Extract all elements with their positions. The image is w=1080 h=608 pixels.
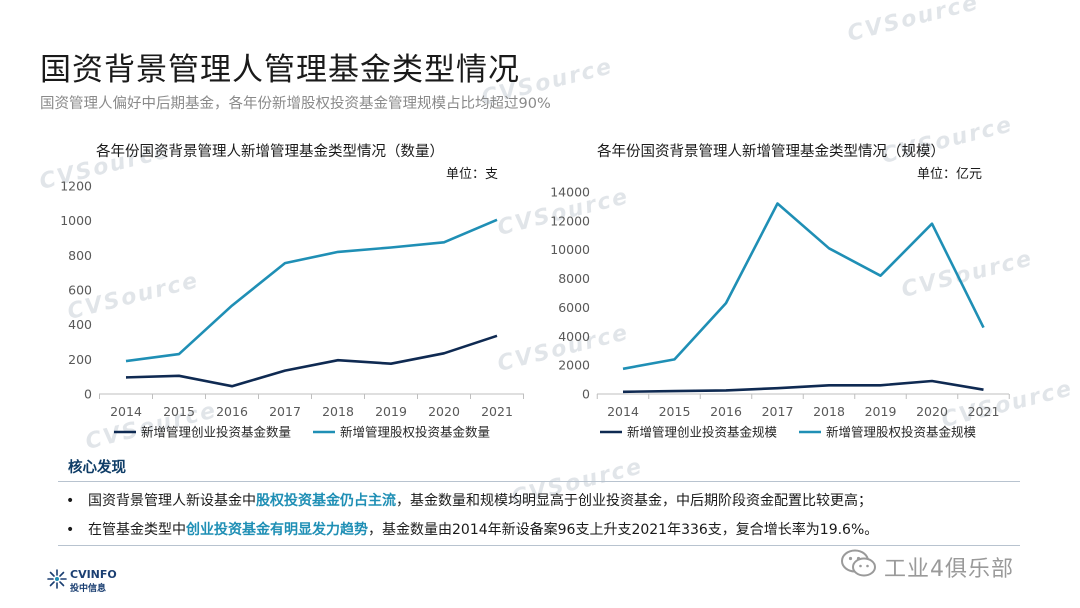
- y-tick-label: 200: [68, 352, 92, 367]
- brand-name: CVINFO: [70, 568, 117, 581]
- bullet: •: [66, 522, 75, 538]
- chart-title-count: 各年份国资背景管理人新增管理基金类型情况（数量）: [96, 144, 444, 160]
- wechat-account-name: 工业4俱乐部: [884, 557, 1014, 582]
- legend-label: 新增管理股权投资基金数量: [340, 425, 490, 440]
- x-tick-label: 2019: [375, 404, 407, 419]
- x-tick-label: 2016: [710, 404, 742, 419]
- y-tick-label: 600: [68, 283, 92, 298]
- finding-highlight: 股权投资基金仍占主流: [256, 493, 396, 509]
- series-line-vc: [125, 334, 498, 388]
- finding-text: ，基金数量由2014年新设备案96支上升支2021年336支，复合增长率为19.…: [368, 522, 879, 538]
- findings-title: 核心发现: [68, 460, 126, 476]
- y-tick-label: 6000: [558, 300, 590, 315]
- line-chart-scale: 0 2000 4000 6000 8000 10000 12000 14000 2014 2015…: [550, 185, 1010, 440]
- chart-title-scale: 各年份国资背景管理人新增管理基金类型情况（规模）: [597, 144, 945, 160]
- series-line-pe: [125, 218, 498, 363]
- cvinfo-logo-icon: [47, 569, 67, 589]
- x-tick-label: 2015: [659, 404, 691, 419]
- x-tick-label: 2014: [607, 404, 639, 419]
- finding-item: • 在管基金类型中创业投资基金有明显发力趋势，基金数量由2014年新设备案96支上…: [66, 519, 878, 539]
- y-tick-label: 1200: [60, 179, 92, 194]
- y-tick-label: 400: [68, 317, 92, 332]
- y-tick-label: 4000: [558, 329, 590, 344]
- y-tick-label: 12000: [550, 213, 590, 228]
- divider: [58, 481, 1020, 482]
- series-line-pe: [622, 202, 985, 371]
- y-tick-label: 1000: [60, 213, 92, 228]
- finding-text: ，基金数量和规模均明显高于创业投资基金，中后期阶段资金配置比较更高；: [396, 493, 872, 509]
- x-tick-label: 2015: [163, 404, 195, 419]
- x-tick-label: 2020: [428, 404, 460, 419]
- wechat-icon: [841, 549, 876, 577]
- legend-label: 新增管理创业投资基金数量: [141, 425, 291, 440]
- watermark: CVSource: [844, 0, 982, 47]
- series-line-vc: [622, 379, 984, 394]
- legend-label: 新增管理股权投资基金规模: [826, 425, 977, 440]
- brand-name-cn: 投中信息: [70, 584, 107, 594]
- finding-item: • 国资背景管理人新设基金中股权投资基金仍占主流，基金数量和规模均明显高于创业投资…: [66, 490, 872, 510]
- y-tick-label: 0: [84, 387, 92, 402]
- y-tick-label: 8000: [558, 271, 590, 286]
- finding-text: 国资背景管理人新设基金中: [88, 493, 256, 509]
- y-tick-label: 800: [68, 248, 92, 263]
- x-tick-label: 2018: [322, 404, 354, 419]
- x-tick-label: 2020: [916, 404, 948, 419]
- page-title: 国资背景管理人管理基金类型情况: [40, 52, 520, 88]
- page-subtitle: 国资管理人偏好中后期基金，各年份新增股权投资基金管理规模占比均超过90%: [40, 96, 551, 112]
- x-tick-label: 2019: [865, 404, 897, 419]
- y-tick-label: 14000: [550, 185, 590, 200]
- x-tick-label: 2017: [762, 404, 794, 419]
- line-chart-count: 0 200 400 600 800 1000 1200 2014 2015 2016 2017 201…: [60, 179, 524, 440]
- y-tick-label: 10000: [550, 242, 590, 257]
- finding-text: 在管基金类型中: [88, 522, 186, 538]
- x-tick-label: 2021: [968, 404, 1000, 419]
- x-tick-label: 2018: [813, 404, 845, 419]
- y-tick-label: 0: [582, 387, 590, 402]
- divider: [58, 545, 1020, 546]
- x-tick-label: 2017: [269, 404, 301, 419]
- bullet: •: [66, 493, 75, 509]
- unit-label-scale: 单位：亿元: [917, 167, 983, 182]
- y-tick-label: 2000: [558, 358, 590, 373]
- x-tick-label: 2016: [216, 404, 248, 419]
- unit-label-count: 单位：支: [446, 167, 499, 182]
- x-tick-label: 2014: [110, 404, 142, 419]
- x-tick-label: 2021: [481, 404, 513, 419]
- legend-label: 新增管理创业投资基金规模: [627, 425, 778, 440]
- finding-highlight: 创业投资基金有明显发力趋势: [186, 522, 368, 538]
